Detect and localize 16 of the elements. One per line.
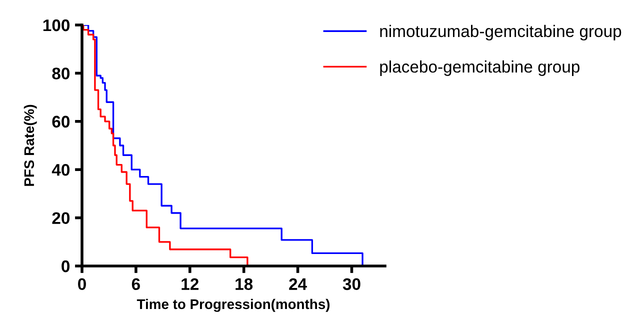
x-tick-label: 18: [236, 278, 253, 290]
x-tick-label: 6: [132, 278, 140, 290]
y-tick-label: 60: [52, 116, 70, 128]
y-tick-label: 100: [43, 19, 70, 32]
x-tick-label: 0: [78, 278, 86, 290]
y-tick-label: 40: [52, 164, 70, 176]
legend-label: nimotuzumab-gemcitabine group: [380, 24, 622, 40]
x-tick-label: 30: [342, 278, 360, 290]
y-tick-label: 0: [62, 260, 70, 272]
legend-label: placebo-gemcitabine group: [380, 60, 580, 76]
y-tick-label: 20: [52, 212, 70, 224]
x-tick-label: 24: [289, 278, 307, 290]
x-tick-label: 12: [182, 278, 198, 290]
y-tick-label: 80: [52, 68, 70, 80]
x-axis-title: Time to Progression(months): [136, 298, 330, 312]
y-axis-title: PFS Rate(%): [24, 104, 37, 186]
